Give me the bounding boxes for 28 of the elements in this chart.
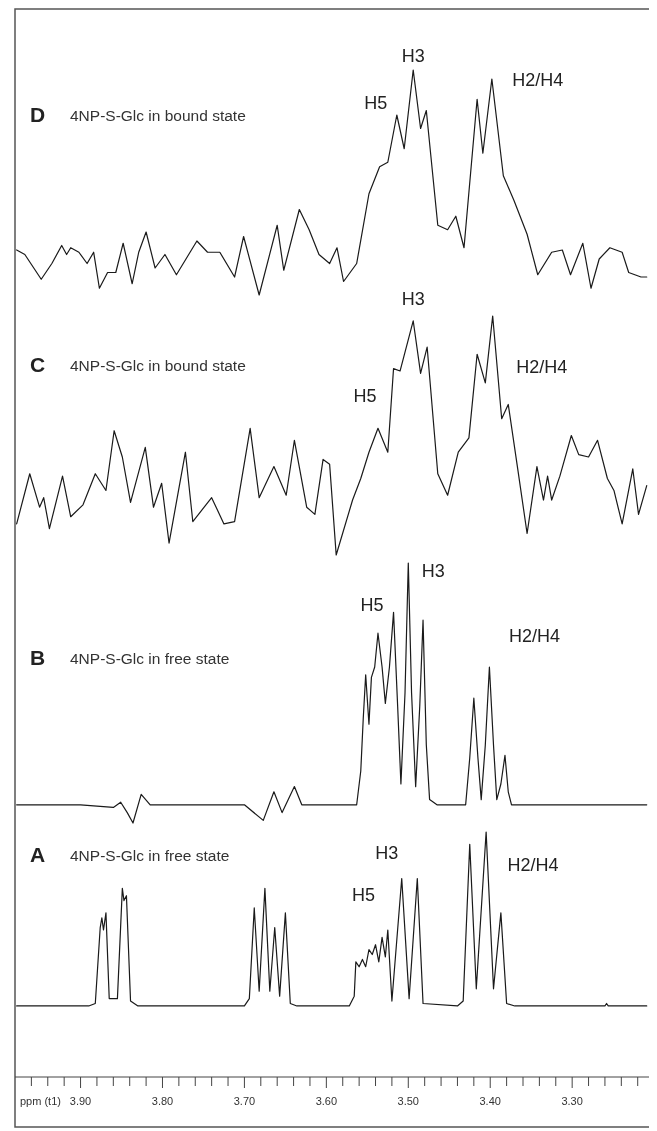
x-tick-label: 3.70 (233, 1095, 256, 1107)
x-tick-label: 3.60 (315, 1095, 338, 1107)
x-axis-title: ppm (t1) (20, 1095, 61, 1107)
annotation: H3 (401, 45, 425, 66)
annotation: H5 (364, 92, 388, 113)
text: 4NP-S-Glc in bound state (70, 357, 246, 374)
text: B (30, 646, 46, 669)
text: 4NP-S-Glc in free state (70, 847, 230, 864)
x-tick-label: 3.50 (397, 1095, 419, 1107)
x-tick-label: 3.80 (151, 1095, 174, 1107)
annotation: H3 (375, 843, 399, 864)
text: 4NP-S-Glc in free state (70, 650, 230, 667)
annotation: H2/H4 (516, 356, 568, 377)
annotation: H3 (401, 288, 425, 309)
annotation: H5 (352, 885, 376, 906)
annotation: H3 (421, 560, 445, 581)
text: C (30, 353, 46, 376)
text: D (30, 103, 46, 126)
x-tick-label: 3.90 (69, 1095, 92, 1107)
annotation: H2/H4 (507, 854, 559, 875)
annotation: H2/H4 (508, 625, 560, 646)
text: A (30, 843, 46, 866)
text: 4NP-S-Glc in bound state (70, 107, 246, 124)
annotation: H5 (353, 386, 377, 407)
annotation: H2/H4 (512, 69, 564, 90)
x-tick-label: 3.30 (561, 1095, 583, 1107)
x-tick-label: 3.40 (479, 1095, 501, 1107)
annotation: H5 (360, 594, 384, 615)
